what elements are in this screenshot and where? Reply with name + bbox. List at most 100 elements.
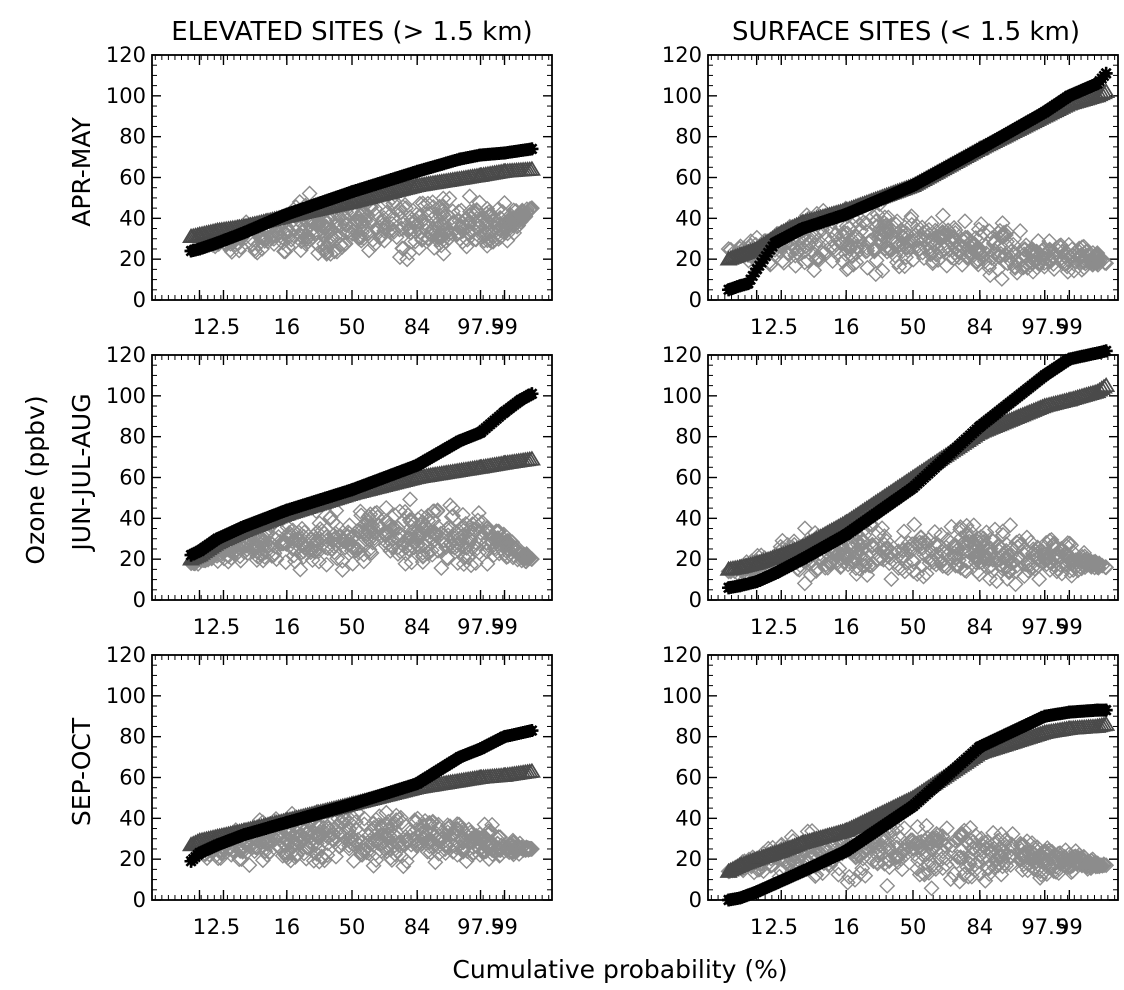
diamond-point <box>887 247 904 264</box>
y-tick-label: 0 <box>133 888 146 912</box>
diamond-point <box>450 203 467 220</box>
x-tick-label: 99 <box>491 615 518 639</box>
diamond-point <box>1082 557 1099 574</box>
diamond-point <box>874 262 891 279</box>
diamond-point <box>454 506 471 523</box>
diamond-point <box>437 845 454 862</box>
diamond-point <box>925 554 942 571</box>
diamond-point <box>926 536 943 553</box>
asterisk-series <box>184 387 539 562</box>
diamond-point <box>449 226 466 243</box>
diamond-point <box>991 222 1008 239</box>
y-tick-label: 80 <box>119 725 146 749</box>
triangle-point <box>1090 381 1109 397</box>
diamond-point <box>965 517 982 534</box>
asterisk-point <box>280 207 294 221</box>
diamond-point <box>365 521 382 538</box>
diamond-point <box>292 561 309 578</box>
diamond-point <box>510 217 527 234</box>
diamond-point <box>401 511 418 528</box>
diamond-point <box>426 523 443 540</box>
diamond-point <box>361 827 378 844</box>
y-tick-label: 120 <box>106 43 146 67</box>
diamond-point <box>976 550 993 567</box>
diamond-point <box>1024 255 1041 272</box>
diamond-point <box>254 240 271 257</box>
diamond-point <box>255 833 272 850</box>
diamond-point <box>1002 517 1019 534</box>
y-tick-label: 20 <box>675 547 702 571</box>
x-tick-label: 16 <box>833 615 860 639</box>
x-tick-label: 97.5 <box>457 915 504 939</box>
triangle-point <box>1092 85 1111 101</box>
triangle-point <box>772 546 791 562</box>
diamond-point <box>470 505 487 522</box>
y-tick-label: 60 <box>119 466 146 490</box>
diamond-point <box>987 521 1003 538</box>
diamond-point <box>329 550 346 567</box>
diamond-point <box>1007 260 1024 277</box>
diamond-point <box>305 532 322 549</box>
diamond-point <box>471 544 488 561</box>
diamond-point <box>1040 549 1057 566</box>
diamond-point <box>1059 535 1076 552</box>
triangle-point <box>208 222 227 237</box>
diamond-point <box>920 531 937 548</box>
diamond-point <box>254 531 271 548</box>
diamond-point <box>352 503 369 520</box>
diamond-point <box>457 520 474 537</box>
diamond-point <box>891 258 908 275</box>
diamond-point <box>824 252 841 269</box>
triangle-point <box>731 558 750 574</box>
diamond-point <box>997 246 1014 263</box>
diamond-series <box>191 185 540 268</box>
diamond-point <box>961 529 978 546</box>
asterisk-point <box>345 185 359 199</box>
y-tick-label: 60 <box>119 166 146 190</box>
diamond-point <box>441 190 458 207</box>
diamond-point <box>485 233 502 250</box>
y-tick-label: 0 <box>133 288 146 312</box>
diamond-point <box>312 214 329 231</box>
diamond-point <box>479 237 496 254</box>
x-tick-label: 84 <box>966 615 993 639</box>
diamond-point <box>391 201 408 218</box>
chart-panel-surface-jun-jul-aug: 0 20 40 60 80 100 120 1 2.5 16 50 84 97.599 <box>662 343 1119 639</box>
x-tick-label: 1 <box>193 315 206 339</box>
diamond-point <box>924 255 941 272</box>
diamond-point <box>278 534 295 551</box>
diamond-point <box>823 222 840 239</box>
diamond-point <box>1045 537 1062 554</box>
diamond-point <box>969 563 986 580</box>
x-tick-label: 50 <box>339 915 366 939</box>
diamond-point <box>1041 233 1058 250</box>
diamond-point <box>293 233 310 250</box>
diamond-point <box>872 220 889 237</box>
diamond-point <box>360 845 377 862</box>
asterisk-point <box>750 575 764 589</box>
diamond-point <box>840 260 857 277</box>
asterisk-point <box>497 146 511 160</box>
asterisk-point <box>768 566 782 580</box>
diamond-point <box>908 536 925 553</box>
diamond-point <box>834 546 851 563</box>
x-tick-label: 16 <box>833 315 860 339</box>
diamond-point <box>419 520 436 537</box>
triangle-point <box>471 166 490 182</box>
diamond-point <box>883 571 900 588</box>
diamond-point <box>394 240 411 257</box>
diamond-point <box>906 516 923 533</box>
diamond-point <box>467 555 484 572</box>
diamond-point <box>934 558 951 575</box>
diamond-point <box>1094 557 1111 574</box>
diamond-point <box>344 831 361 848</box>
diamond-point <box>359 208 376 225</box>
diamond-point <box>435 245 452 262</box>
x-tick-label: 97.5 <box>1021 315 1068 339</box>
diamond-point <box>840 238 857 255</box>
diamond-point <box>460 549 477 566</box>
y-tick-label: 120 <box>662 43 702 67</box>
diamond-point <box>1098 255 1115 272</box>
diamond-point <box>870 525 887 542</box>
